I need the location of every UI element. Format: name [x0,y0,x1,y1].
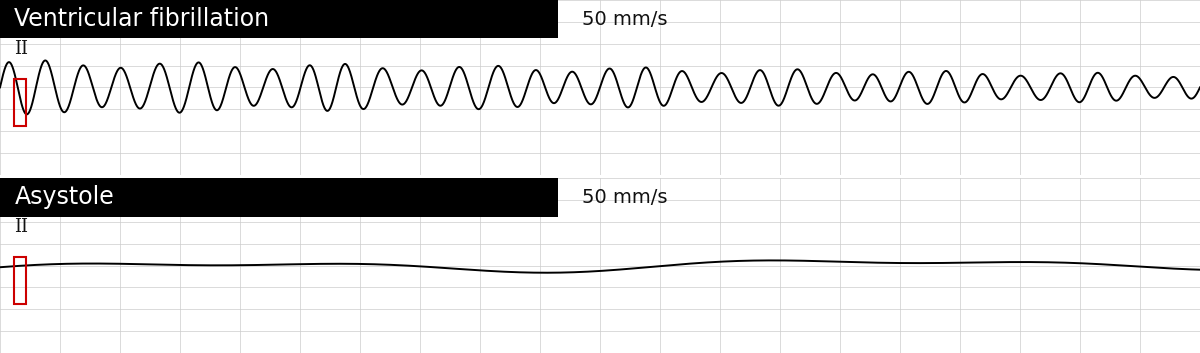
Text: 50 mm/s: 50 mm/s [582,188,667,207]
Text: II: II [14,218,29,236]
Bar [14,79,26,126]
Text: II: II [14,40,29,58]
Text: Ventricular fibrillation: Ventricular fibrillation [14,7,270,31]
Bar [0,0,558,38]
Bar [14,257,26,304]
Text: 50 mm/s: 50 mm/s [582,10,667,29]
Bar [0,178,558,217]
Text: Asystole: Asystole [14,185,114,209]
